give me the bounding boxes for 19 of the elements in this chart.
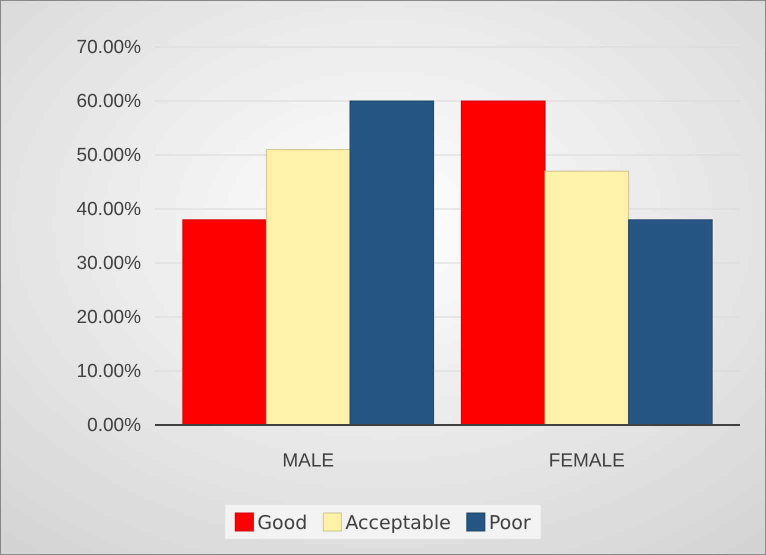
x-tick-label: FEMALE <box>548 450 625 472</box>
y-tick-label: 40.00% <box>76 199 142 220</box>
bar <box>182 219 267 426</box>
y-tick-label: 60.00% <box>76 91 142 112</box>
legend-label: Good <box>257 512 308 534</box>
bar <box>350 100 434 426</box>
bar <box>628 219 713 426</box>
y-tick-label: 10.00% <box>76 361 142 382</box>
bar <box>460 100 546 426</box>
y-tick-label: 20.00% <box>76 307 142 328</box>
y-tick-label: 70.00% <box>76 37 142 58</box>
bar <box>544 170 630 426</box>
y-tick-label: 50.00% <box>76 145 142 166</box>
bar <box>266 149 350 426</box>
x-tick-label: MALE <box>282 450 334 472</box>
legend-label: Acceptable <box>345 512 451 534</box>
legend-label: Poor <box>488 512 531 534</box>
y-tick-label: 0.00% <box>87 415 142 436</box>
y-tick-label: 30.00% <box>76 253 142 274</box>
